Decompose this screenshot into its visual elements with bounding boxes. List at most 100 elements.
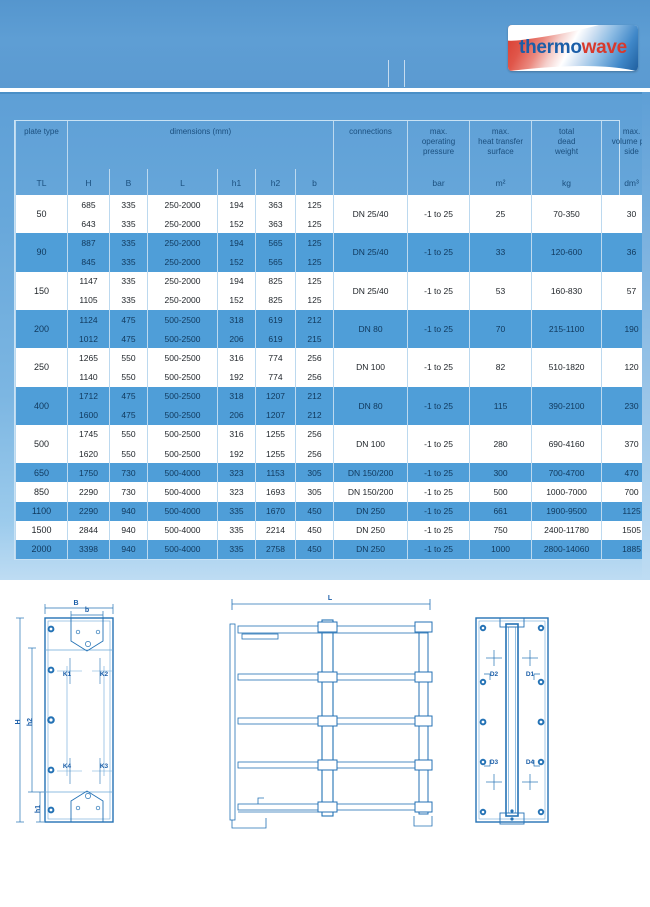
cell-b-lower: 212 (294, 386, 335, 406)
cell-b-upper: 335 (109, 252, 148, 272)
plate-rear-view-diagram: D2 D1 D3 D4 (475, 617, 549, 825)
banner-tick-right (404, 60, 405, 87)
cell-h2: 825 (255, 271, 296, 291)
spec-table-body: 50 685 335 250-2000 194 363 125 DN 25/40 -1 to 2… (15, 195, 650, 559)
table-row: 500 1745 550 500-2500 316 1255 256 DN 100 -1 to … (15, 424, 650, 464)
header-banner: thermo wave (0, 0, 650, 88)
panel-right-edge (642, 92, 650, 580)
subheader-kg: kg (531, 169, 603, 195)
svg-text:D4: D4 (526, 759, 535, 766)
cell-h1: 206 (217, 405, 256, 425)
cell-b-lower: 125 (294, 233, 335, 253)
cell-plate-type: 50 (15, 195, 68, 234)
cell-weight: 690-4160 (531, 424, 603, 464)
cell-h1: 335 (217, 501, 256, 521)
cell-h: 2290 (67, 482, 110, 502)
cell-h2: 2214 (255, 520, 296, 540)
cell-surface: 300 (469, 463, 533, 483)
cell-l: 500-2500 (147, 367, 218, 387)
cell-b-lower: 305 (294, 463, 335, 483)
subheader-h: H (67, 169, 110, 195)
banner-tick-left (388, 60, 389, 87)
cell-h2: 1255 (255, 424, 296, 445)
cell-h1: 152 (217, 290, 256, 310)
cell-l: 250-2000 (147, 195, 218, 215)
cell-surface: 661 (469, 501, 533, 521)
cell-b-lower: 125 (294, 195, 335, 215)
cell-h2: 774 (255, 348, 296, 368)
cell-connections: DN 80 (333, 386, 409, 425)
cell-b-upper: 335 (109, 214, 148, 234)
cell-l: 500-4000 (147, 539, 218, 559)
header-plate-type: plate type (15, 121, 68, 169)
table-row: 50 685 335 250-2000 194 363 125 DN 25/40 -1 to 2… (15, 195, 650, 234)
svg-text:K3: K3 (100, 763, 109, 770)
cell-weight: 160-830 (531, 271, 603, 310)
table-row: 1600 475 500-2500 206 1207 212 (16, 405, 650, 425)
cell-b-lower: 125 (294, 290, 335, 310)
cell-b-upper: 475 (109, 405, 148, 425)
cell-weight: 70-350 (531, 195, 603, 234)
cell-h1: 192 (217, 367, 256, 387)
table-row: 1140 550 500-2500 192 774 256 (16, 367, 650, 387)
cell-h: 1712 (67, 386, 110, 406)
table-row: 850 2290 730 500-4000 323 1693 305 DN 150/200 -1… (15, 482, 650, 502)
cell-h2: 2758 (255, 539, 296, 559)
cell-connections: DN 150/200 (333, 482, 409, 502)
svg-text:K4: K4 (63, 763, 72, 770)
cell-l: 250-2000 (147, 214, 218, 234)
cell-l: 500-2500 (147, 444, 218, 464)
cell-connections: DN 25/40 (333, 271, 409, 310)
cell-l: 500-2500 (147, 329, 218, 349)
cell-h1: 316 (217, 424, 256, 445)
plate-front-view-diagram: B b H h2 h1 K1 K2 K3 K4 (15, 600, 114, 823)
table-row: 150 1147 335 250-2000 194 825 125 DN 25/40 -1 to… (15, 271, 650, 310)
cell-h1: 194 (217, 233, 256, 253)
cell-h2: 619 (255, 329, 296, 349)
cell-surface: 82 (469, 348, 533, 387)
cell-connections: DN 25/40 (333, 195, 409, 234)
diagram-area: B b H h2 h1 K1 K2 K3 K4 K1…K4: Inlet / o… (0, 580, 650, 907)
cell-h2: 565 (255, 233, 296, 253)
cell-h: 1600 (67, 405, 110, 425)
cell-volume: 1505 (601, 520, 650, 540)
cell-h2: 565 (255, 252, 296, 272)
cell-connections: DN 80 (333, 309, 409, 349)
cell-b-lower: 305 (294, 482, 335, 502)
subheader-tl: TL (15, 169, 68, 195)
svg-text:H: H (15, 719, 22, 724)
cell-b-lower: 256 (294, 424, 335, 445)
cell-h1: 152 (217, 252, 256, 272)
cell-h2: 825 (255, 290, 296, 310)
subheader-h2: h2 (255, 169, 296, 195)
cell-h: 1105 (67, 290, 110, 310)
cell-h: 1265 (67, 348, 110, 368)
cell-h2: 1207 (255, 405, 296, 425)
cell-b-upper: 335 (109, 233, 148, 253)
svg-text:K1: K1 (63, 671, 72, 678)
table-row: 1620 550 500-2500 192 1255 256 (16, 444, 650, 464)
cell-h2: 1693 (255, 482, 296, 502)
cell-weight: 700-4700 (531, 463, 603, 483)
cell-volume: 30 (601, 195, 650, 234)
cell-connections: DN 100 (333, 424, 409, 464)
cell-b-upper: 550 (109, 444, 148, 464)
cell-volume: 1885 (601, 539, 650, 559)
table-row: 1105 335 250-2000 152 825 125 (16, 290, 650, 310)
cell-connections: DN 150/200 (333, 463, 409, 483)
cell-surface: 33 (469, 233, 533, 272)
cell-pressure: -1 to 25 (407, 309, 471, 349)
cell-b-lower: 256 (294, 444, 335, 464)
cell-volume: 1125 (601, 501, 650, 521)
cell-b-lower: 212 (294, 309, 335, 330)
table-row: 400 1712 475 500-2500 318 1207 212 DN 80 -1 to 2… (15, 386, 650, 425)
cell-b-lower: 212 (294, 405, 335, 425)
cell-b-upper: 730 (109, 482, 148, 502)
table-row: 643 335 250-2000 152 363 125 (16, 214, 650, 234)
cell-b-upper: 550 (109, 348, 148, 368)
cell-h2: 363 (255, 214, 296, 234)
cell-l: 250-2000 (147, 271, 218, 291)
cell-surface: 53 (469, 271, 533, 310)
svg-text:D1: D1 (526, 671, 535, 678)
cell-pressure: -1 to 25 (407, 386, 471, 425)
